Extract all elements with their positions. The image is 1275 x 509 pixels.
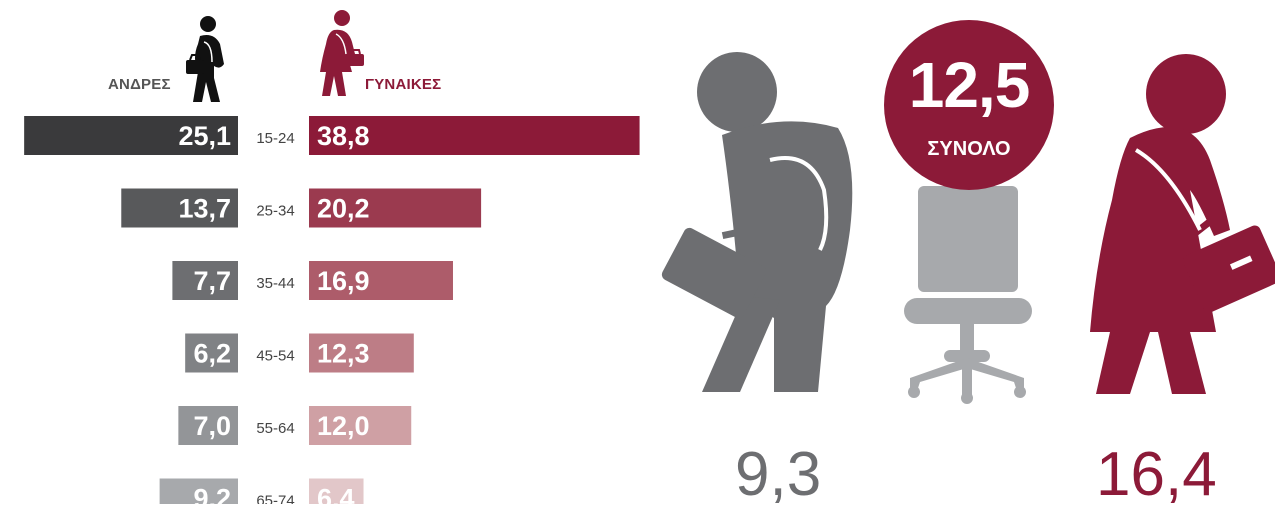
age-group-label: 25-34 (256, 203, 294, 220)
men-total-value: 9,3 (735, 440, 822, 509)
women-bar-value: 20,2 (317, 194, 370, 224)
legend-men-label: ΑΝΔΡΕΣ (108, 76, 171, 93)
men-bar-value: 25,1 (178, 121, 231, 151)
women-bar-value: 16,9 (317, 266, 370, 296)
total-badge: 12,5 ΣΥΝΟΛΟ (884, 20, 1054, 190)
women-bar-value: 6,4 (317, 484, 355, 505)
women-bar-value: 38,8 (317, 121, 370, 151)
men-bar (172, 261, 238, 300)
legend-women-label: ΓΥΝΑΙΚΕΣ (365, 76, 442, 93)
total-illustration (661, 52, 1275, 404)
women-bar (309, 188, 482, 228)
total-label: ΣΥΝΟΛΟ (927, 138, 1011, 160)
women-bar (309, 478, 364, 504)
men-bar-value: 7,7 (193, 266, 231, 296)
men-bar (185, 333, 238, 373)
men-bar (178, 406, 238, 445)
men-bar (24, 116, 239, 155)
man-walking-briefcase-icon (186, 16, 224, 102)
age-group-label: 35-44 (256, 275, 294, 292)
large-woman-icon (1090, 54, 1275, 394)
age-group-label: 45-54 (256, 348, 294, 365)
women-bar-value: 12,3 (317, 339, 370, 369)
men-bar-value: 13,7 (178, 194, 231, 224)
women-bar (309, 261, 453, 300)
age-group-label: 55-64 (256, 420, 294, 437)
women-bar (309, 116, 640, 155)
women-bar (309, 333, 414, 373)
women-bar-value: 12,0 (317, 411, 370, 441)
woman-walking-briefcase-icon (320, 10, 364, 96)
men-bar-value: 6,2 (193, 339, 231, 369)
office-chair-icon (904, 186, 1032, 404)
women-total-value: 16,4 (1096, 440, 1217, 509)
men-bar (159, 478, 238, 504)
total-value: 12,5 (908, 49, 1031, 121)
age-group-label: 65-74 (256, 493, 294, 505)
women-bar (309, 406, 412, 445)
age-group-bar-chart: 25,1 38,8 15-24 13,7 20,2 25-34 7,7 16,9 35-44 6,… (24, 116, 640, 505)
age-group-label: 15-24 (256, 130, 294, 147)
men-bar (121, 188, 238, 228)
men-bar-value: 9,2 (193, 484, 231, 505)
men-bar-value: 7,0 (193, 411, 231, 441)
large-man-icon (661, 52, 853, 392)
